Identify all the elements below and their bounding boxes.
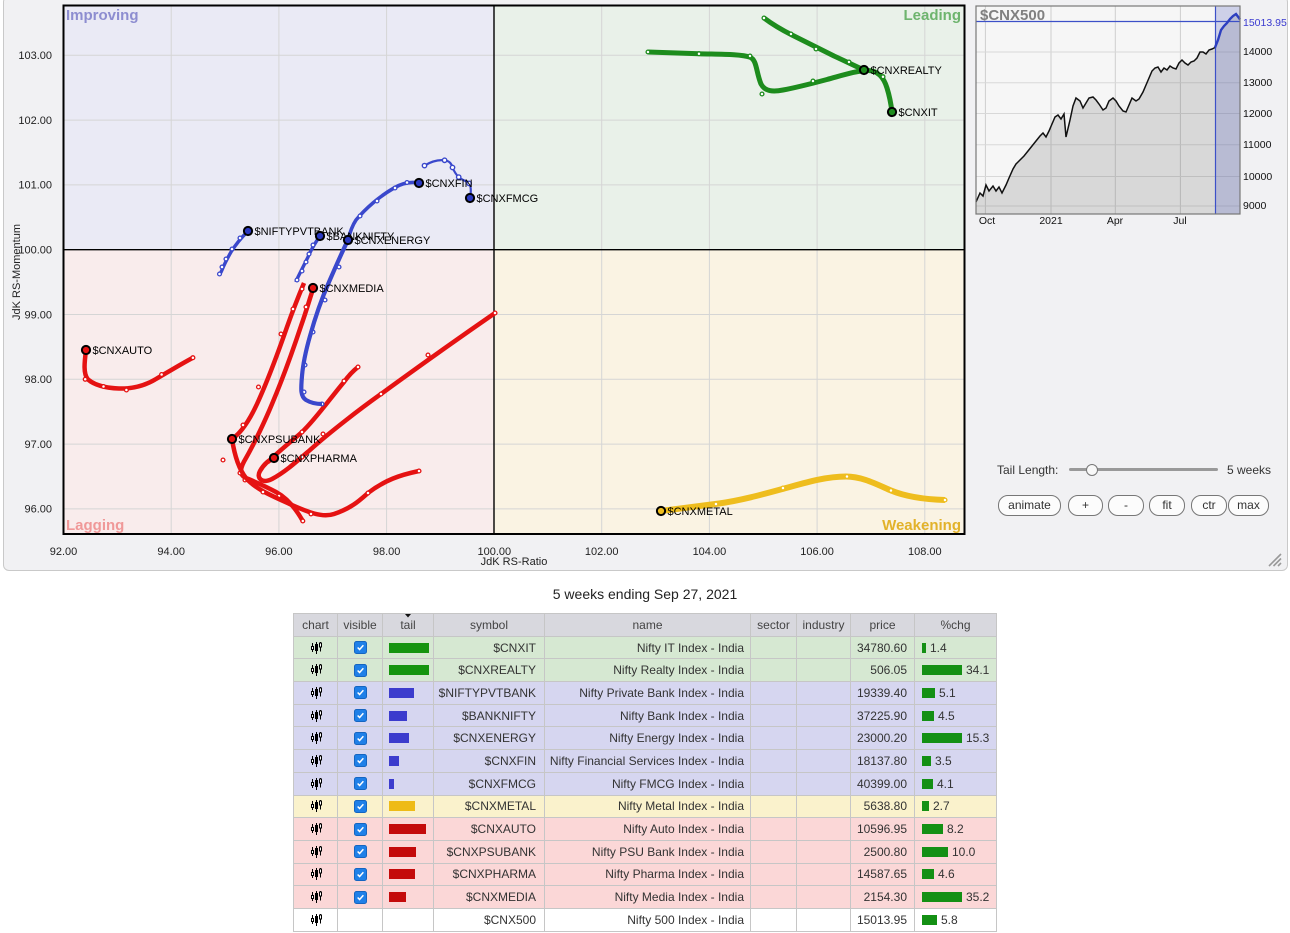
svg-text:94.00: 94.00 — [157, 546, 185, 558]
svg-text:92.00: 92.00 — [50, 546, 78, 558]
svg-text:Apr: Apr — [1107, 215, 1124, 227]
svg-text:$CNXPSUBANK: $CNXPSUBANK — [239, 434, 322, 446]
svg-text:$CNXENERGY: $CNXENERGY — [355, 235, 431, 247]
svg-text:$CNX500: $CNX500 — [980, 7, 1045, 24]
svg-text:13000: 13000 — [1243, 77, 1272, 89]
svg-text:Weakening: Weakening — [882, 517, 961, 534]
svg-text:Lagging: Lagging — [66, 517, 124, 534]
svg-text:97.00: 97.00 — [24, 439, 52, 451]
svg-text:100.00: 100.00 — [477, 546, 511, 558]
svg-text:$CNXIT: $CNXIT — [899, 107, 938, 119]
svg-text:Leading: Leading — [903, 7, 961, 24]
svg-text:15013.95: 15013.95 — [1243, 17, 1287, 29]
svg-text:$CNXFIN: $CNXFIN — [426, 178, 473, 190]
svg-text:$CNXMETAL: $CNXMETAL — [668, 506, 733, 518]
svg-text:99.00: 99.00 — [24, 309, 52, 321]
svg-text:9000: 9000 — [1243, 200, 1267, 212]
svg-text:11000: 11000 — [1243, 139, 1272, 151]
svg-text:96.00: 96.00 — [265, 546, 293, 558]
svg-text:102.00: 102.00 — [585, 546, 619, 558]
svg-text:101.00: 101.00 — [18, 180, 52, 192]
svg-text:100.00: 100.00 — [18, 245, 52, 257]
svg-text:$CNXPHARMA: $CNXPHARMA — [281, 453, 358, 465]
svg-text:102.00: 102.00 — [18, 115, 52, 127]
svg-text:Jul: Jul — [1173, 215, 1186, 227]
svg-text:$CNXAUTO: $CNXAUTO — [93, 345, 153, 357]
svg-text:10000: 10000 — [1243, 171, 1272, 183]
svg-text:JdK RS-Momentum: JdK RS-Momentum — [11, 224, 23, 320]
svg-text:96.00: 96.00 — [24, 504, 52, 516]
svg-text:2021: 2021 — [1039, 215, 1063, 227]
svg-text:106.00: 106.00 — [800, 546, 834, 558]
svg-text:$CNXREALTY: $CNXREALTY — [871, 65, 943, 77]
svg-text:104.00: 104.00 — [693, 546, 727, 558]
svg-text:Improving: Improving — [66, 7, 139, 24]
svg-text:$CNXMEDIA: $CNXMEDIA — [320, 283, 385, 295]
svg-text:14000: 14000 — [1243, 46, 1272, 58]
svg-text:98.00: 98.00 — [24, 374, 52, 386]
svg-text:12000: 12000 — [1243, 108, 1272, 120]
svg-text:$CNXFMCG: $CNXFMCG — [477, 193, 539, 205]
svg-text:98.00: 98.00 — [373, 546, 401, 558]
svg-text:103.00: 103.00 — [18, 50, 52, 62]
svg-text:Oct: Oct — [979, 215, 995, 227]
svg-text:108.00: 108.00 — [908, 546, 942, 558]
svg-text:JdK RS-Ratio: JdK RS-Ratio — [481, 556, 548, 568]
